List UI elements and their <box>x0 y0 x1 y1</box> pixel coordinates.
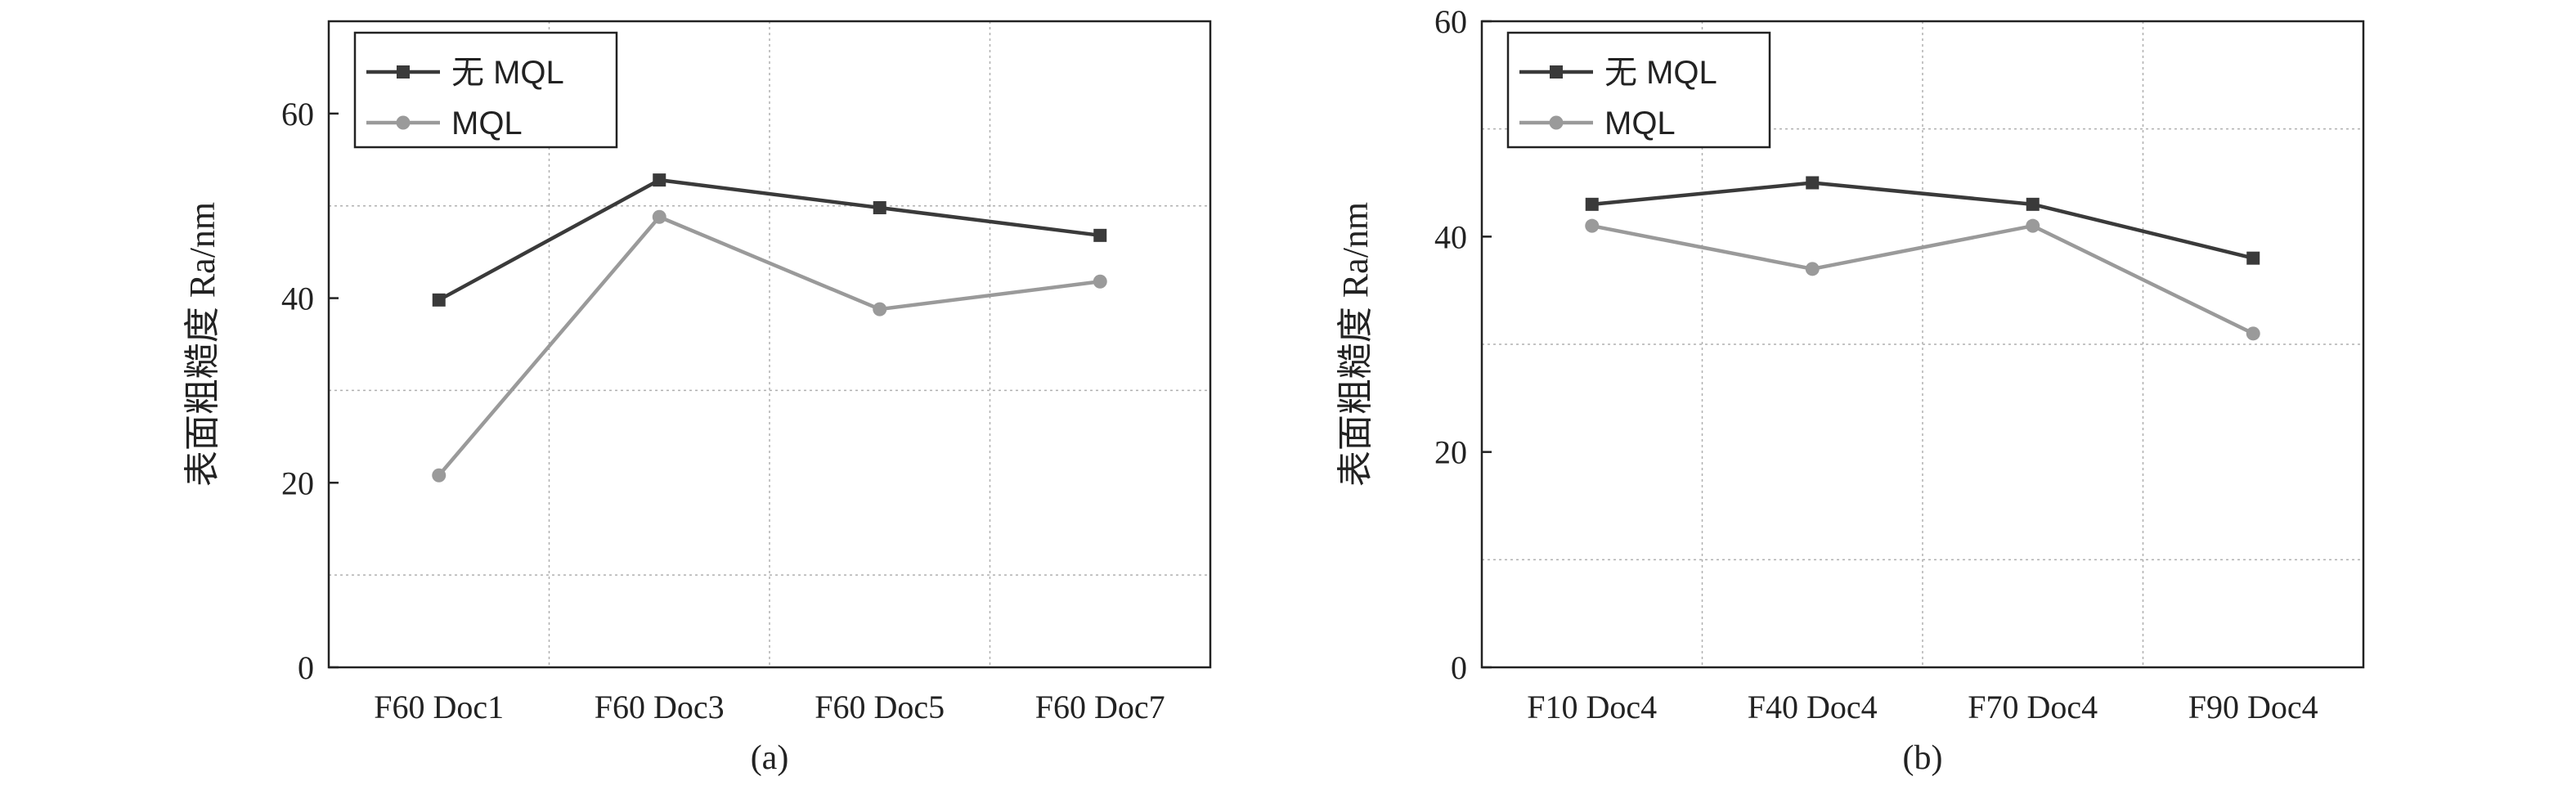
data-point-circle <box>2026 218 2040 233</box>
data-point-circle <box>1093 274 1107 289</box>
y-tick-label: 60 <box>1434 3 1467 40</box>
y-tick-label: 40 <box>281 281 314 317</box>
legend-marker-circle <box>396 115 411 130</box>
x-tick-label: F40 Doc4 <box>1748 689 1878 725</box>
data-point-circle <box>432 468 447 483</box>
chart-b: 0 20 40 60 F10 Doc4 F40 Doc4 F70 Doc4 F90 Doc4 表… <box>1335 3 2365 777</box>
legend-marker-circle <box>1549 115 1564 130</box>
x-tick-label: F10 Doc4 <box>1527 689 1657 725</box>
x-tick-label: F90 Doc4 <box>2188 689 2318 725</box>
data-point-square <box>2246 251 2260 265</box>
y-tick-label: 20 <box>1434 434 1467 471</box>
data-point-square <box>653 173 666 187</box>
chart-caption: (a) <box>751 739 789 777</box>
legend-label: MQL <box>1604 105 1676 141</box>
legend-box <box>353 31 618 149</box>
series-line <box>438 214 1101 477</box>
data-point-circle <box>1805 262 1820 276</box>
chart-caption: (b) <box>1903 739 1943 777</box>
series-line <box>1591 181 2254 260</box>
data-point-circle <box>873 302 887 316</box>
x-tick-label: F60 Doc7 <box>1035 689 1165 725</box>
data-point-circle <box>2246 326 2260 341</box>
data-point-square <box>2026 197 2040 211</box>
data-point-square <box>1585 197 1599 211</box>
legend-marker-square <box>1550 65 1563 79</box>
data-point-square <box>873 200 886 214</box>
x-tick-label: F60 Doc3 <box>595 689 725 725</box>
data-point-circle <box>652 209 666 224</box>
data-point-square <box>1093 228 1107 242</box>
y-tick-label: 0 <box>298 649 314 686</box>
y-tick-label: 40 <box>1434 218 1467 255</box>
data-point-square <box>432 293 446 307</box>
y-tick-label: 0 <box>1451 649 1467 686</box>
x-tick-label: F60 Doc1 <box>374 689 504 725</box>
legend-box <box>1506 31 1771 149</box>
x-tick-label: F70 Doc4 <box>1968 689 2098 725</box>
legend-marker-square <box>397 65 410 79</box>
plot-frame <box>1480 20 2365 669</box>
x-tick-label: F60 Doc5 <box>815 689 945 725</box>
chart-a: 0 20 40 60 F60 Doc1 F60 Doc3 F60 Doc5 F60 Doc7 表… <box>182 20 1212 777</box>
y-tick-label: 60 <box>281 96 314 132</box>
y-axis-label: 表面粗糙度 Ra/nm <box>182 202 222 487</box>
data-point-square <box>1806 176 1820 190</box>
legend-label: 无 MQL <box>451 55 564 91</box>
legend-label: MQL <box>451 105 523 141</box>
y-tick-label: 20 <box>281 465 314 501</box>
data-point-circle <box>1585 218 1600 233</box>
series-line <box>1591 223 2255 335</box>
legend-label: 无 MQL <box>1604 55 1717 91</box>
series-line <box>438 177 1101 302</box>
y-axis-label: 表面粗糙度 Ra/nm <box>1335 202 1376 487</box>
plot-frame <box>327 20 1212 669</box>
